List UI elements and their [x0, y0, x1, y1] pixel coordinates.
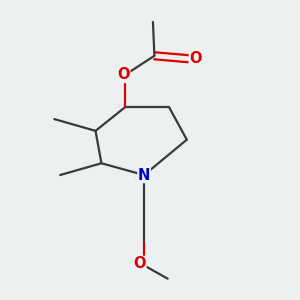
Text: O: O	[134, 256, 146, 272]
Text: O: O	[117, 68, 130, 82]
Text: O: O	[189, 51, 202, 66]
Text: N: N	[138, 167, 150, 182]
